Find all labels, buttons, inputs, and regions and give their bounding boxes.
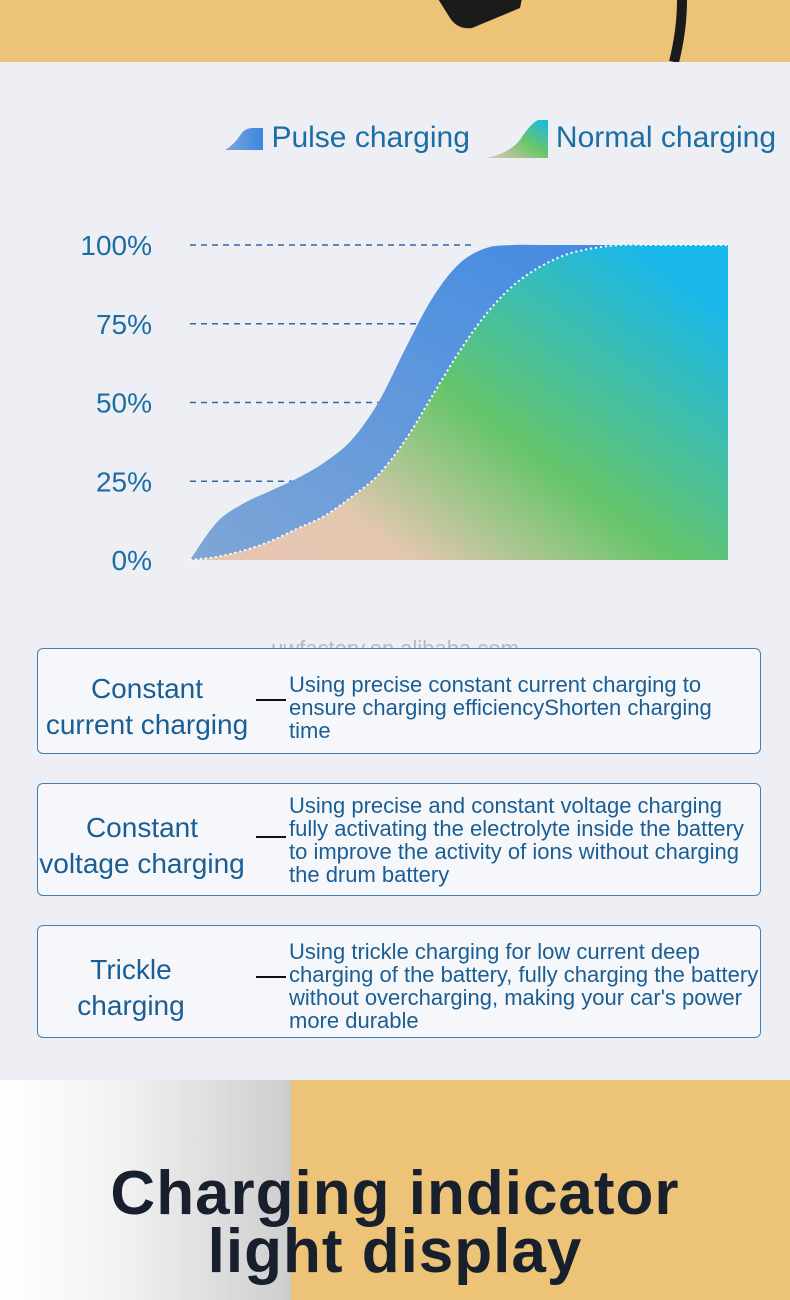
cable-image xyxy=(669,0,687,62)
y-tick-label: 75% xyxy=(96,309,152,340)
headline-line1: Charging indicator xyxy=(110,1159,680,1228)
card-title-line1: Constant xyxy=(85,812,199,843)
legend-label-pulse: Pulse charging xyxy=(271,121,470,154)
card-description: Using trickle charging for low current d… xyxy=(289,939,759,1033)
headline-line2: light display xyxy=(207,1217,583,1286)
legend-item-normal: Normal charging xyxy=(485,118,776,158)
y-tick-label: 50% xyxy=(96,388,152,419)
legend-item-pulse: Pulse charging xyxy=(225,121,470,155)
card-title-line2: current charging xyxy=(45,709,249,740)
card-title: Constant current charging xyxy=(38,671,256,743)
card-title-line1: Constant xyxy=(90,673,204,704)
bottom-banner-accent xyxy=(291,1080,790,1300)
y-tick-label: 25% xyxy=(96,466,152,497)
pulse-swatch-icon xyxy=(225,128,264,150)
card-title-line1: Trickle xyxy=(90,954,172,985)
card-title: Trickle charging xyxy=(38,952,224,1024)
normal-swatch-icon xyxy=(485,120,548,158)
card-trickle: Trickle charging Using trickle charging … xyxy=(37,925,761,1038)
chart-legend: Pulse charging Normal charging xyxy=(215,118,776,158)
card-title-line2: charging xyxy=(77,990,185,1021)
chart-canvas: 100% 75% 50% 25% 0% xyxy=(80,230,728,576)
top-banner xyxy=(0,0,790,62)
y-tick-label: 0% xyxy=(112,545,152,576)
card-title-line2: voltage charging xyxy=(39,848,245,879)
card-title: Constant voltage charging xyxy=(38,810,246,882)
series-line-normal xyxy=(189,243,728,561)
legend-label-normal: Normal charging xyxy=(555,121,776,154)
card-dash xyxy=(256,976,286,978)
card-constant-voltage: Constant voltage charging Using precise … xyxy=(37,783,761,896)
section-headline: Charging indicator light display xyxy=(0,1159,790,1286)
card-description: Using precise constant current charging … xyxy=(289,672,712,743)
card-dash xyxy=(256,699,286,701)
charging-chart: 100% 75% 50% 25% 0% xyxy=(0,200,790,600)
series-area-normal xyxy=(190,244,728,560)
card-constant-current: Constant current charging Using precise … xyxy=(37,648,761,754)
y-tick-label: 100% xyxy=(80,230,152,261)
card-dash xyxy=(256,836,286,838)
product-device-image xyxy=(438,0,522,29)
card-description: Using precise and constant voltage charg… xyxy=(289,793,744,887)
